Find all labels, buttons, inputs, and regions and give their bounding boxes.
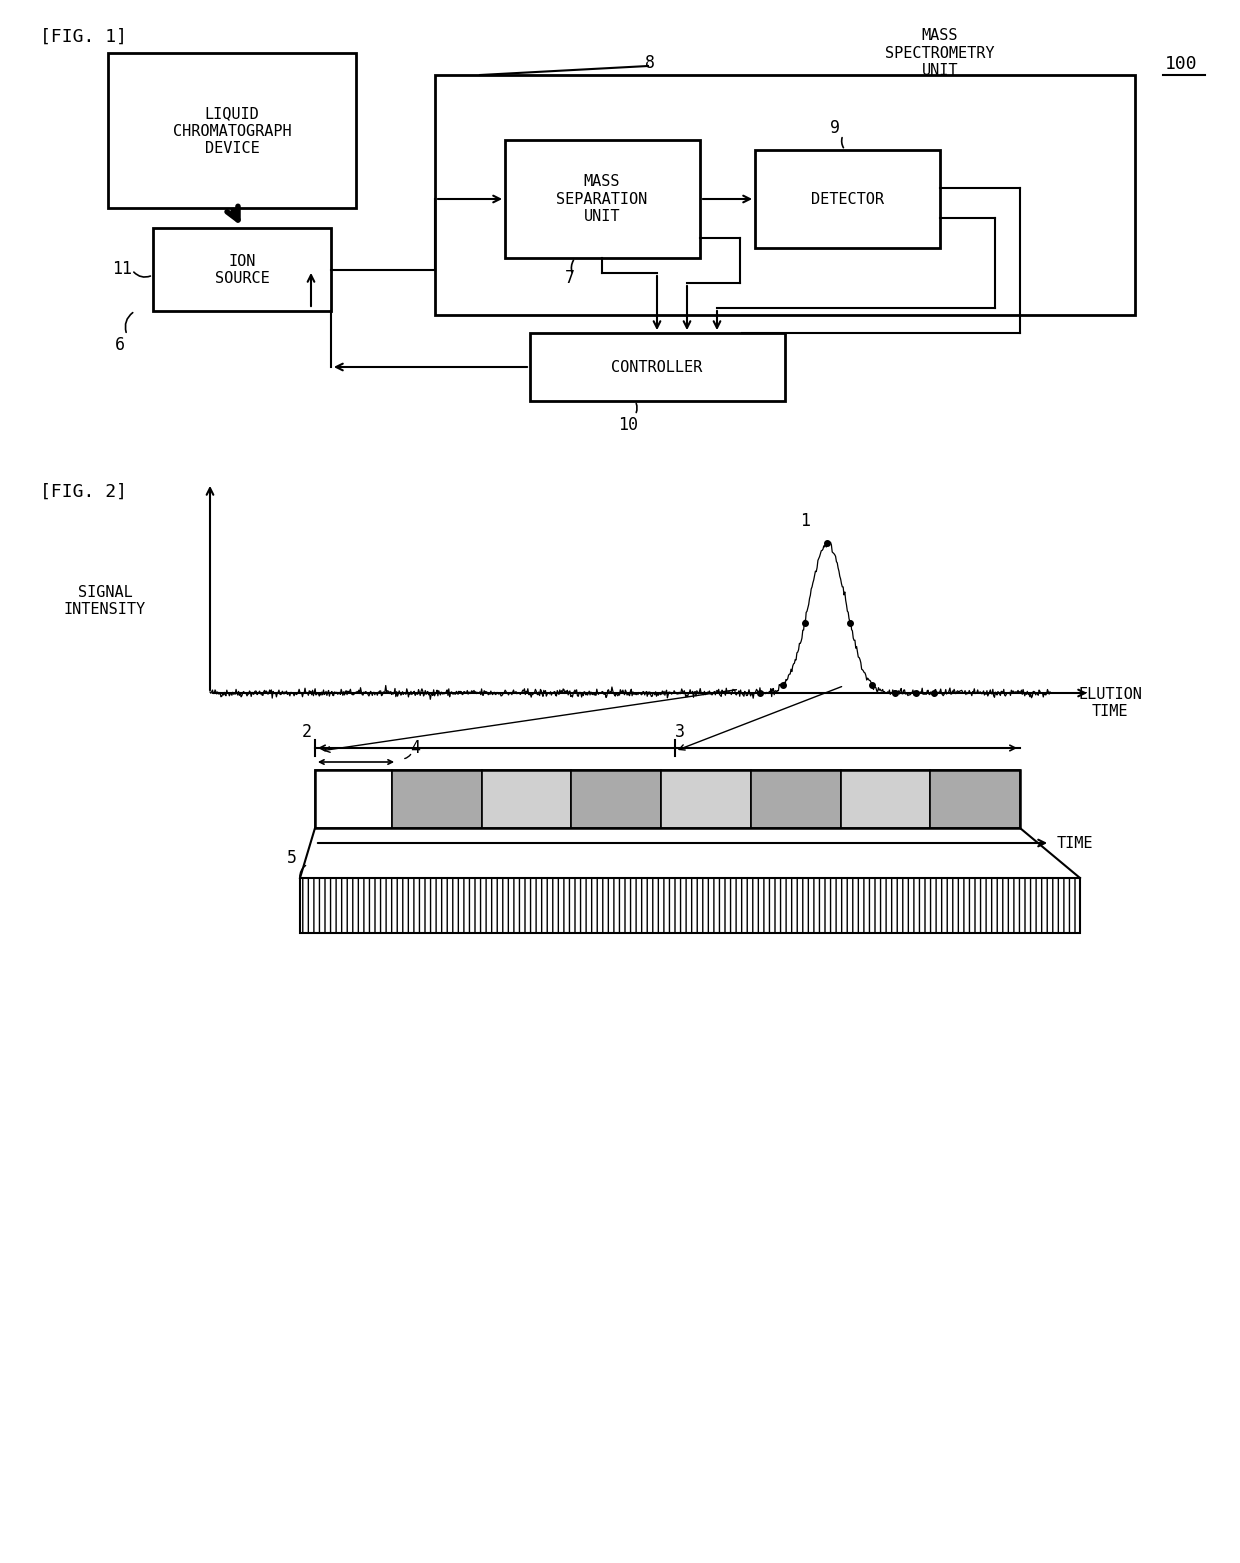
Bar [505, 141, 701, 258]
Text: [FIG. 2]: [FIG. 2] [40, 483, 126, 502]
Bar [529, 333, 785, 402]
Text: 9: 9 [830, 119, 839, 138]
Text: 5: 5 [286, 849, 298, 867]
Text: LIQUID
CHROMATOGRAPH
DEVICE: LIQUID CHROMATOGRAPH DEVICE [172, 106, 291, 156]
Bar [392, 771, 481, 828]
Bar [841, 771, 930, 828]
Text: 3: 3 [675, 724, 684, 741]
Bar [661, 771, 751, 828]
Bar [315, 771, 1021, 828]
Bar [751, 771, 841, 828]
Bar [572, 771, 661, 828]
Text: TIME: TIME [1056, 836, 1094, 850]
Bar [153, 228, 331, 311]
Text: SIGNAL
INTENSITY: SIGNAL INTENSITY [64, 585, 146, 617]
Text: ION
SOURCE: ION SOURCE [215, 253, 269, 286]
Text: 8: 8 [645, 55, 655, 72]
Text: MASS
SPECTROMETRY
UNIT: MASS SPECTROMETRY UNIT [885, 28, 994, 78]
Bar [755, 150, 940, 249]
Text: CONTROLLER: CONTROLLER [611, 359, 703, 375]
Text: 6: 6 [115, 336, 125, 353]
Bar [481, 771, 572, 828]
Text: ELUTION
TIME: ELUTION TIME [1078, 686, 1142, 719]
Bar [315, 771, 392, 828]
Text: MASS
SEPARATION
UNIT: MASS SEPARATION UNIT [557, 173, 647, 224]
Text: 100: 100 [1166, 55, 1198, 73]
Text: DETECTOR: DETECTOR [811, 192, 883, 206]
Text: 1: 1 [800, 513, 811, 530]
Text: 10: 10 [618, 416, 639, 435]
Text: 4: 4 [410, 739, 420, 756]
Bar [930, 771, 1021, 828]
Text: 7: 7 [565, 269, 575, 288]
Text: 11: 11 [112, 259, 131, 278]
Bar [435, 75, 1135, 316]
Bar [108, 53, 356, 208]
Bar [300, 878, 1080, 933]
Text: 2: 2 [303, 724, 312, 741]
Text: [FIG. 1]: [FIG. 1] [40, 28, 126, 45]
